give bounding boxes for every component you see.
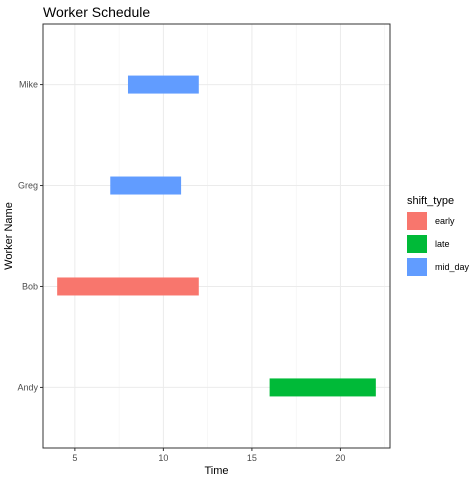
x-tick-label: 20 [335,453,345,463]
y-tick-label: Mike [19,80,38,90]
legend-label-mid-day: mid_day [435,262,470,272]
bars [57,75,376,397]
chart-title: Worker Schedule [43,4,150,20]
plot-border [42,23,391,449]
legend-title: shift_type [407,195,454,207]
bar-bob [57,277,199,296]
bar-greg [110,176,182,195]
legend-key-early [407,212,427,230]
plot-panel [43,24,390,448]
x-axis-label: Time [204,465,228,477]
legend: shift_type early late mid_day [407,195,470,276]
grid-lines [43,24,390,448]
x-tick-label: 10 [158,453,168,463]
y-axis-label: Worker Name [3,202,15,270]
legend-key-mid-day [407,258,427,276]
y-tick-label: Bob [22,281,38,291]
bar-andy [269,378,376,397]
x-tick-label: 5 [72,453,77,463]
y-tick-label: Andy [17,382,38,392]
y-tick-label: Greg [18,181,38,191]
legend-key-late [407,235,427,253]
legend-label-early: early [435,216,455,226]
axes: 5 10 15 20 Andy Bob Greg Mike [17,80,345,463]
legend-label-late: late [435,239,450,249]
bar-mike [127,75,199,94]
x-tick-label: 15 [247,453,257,463]
